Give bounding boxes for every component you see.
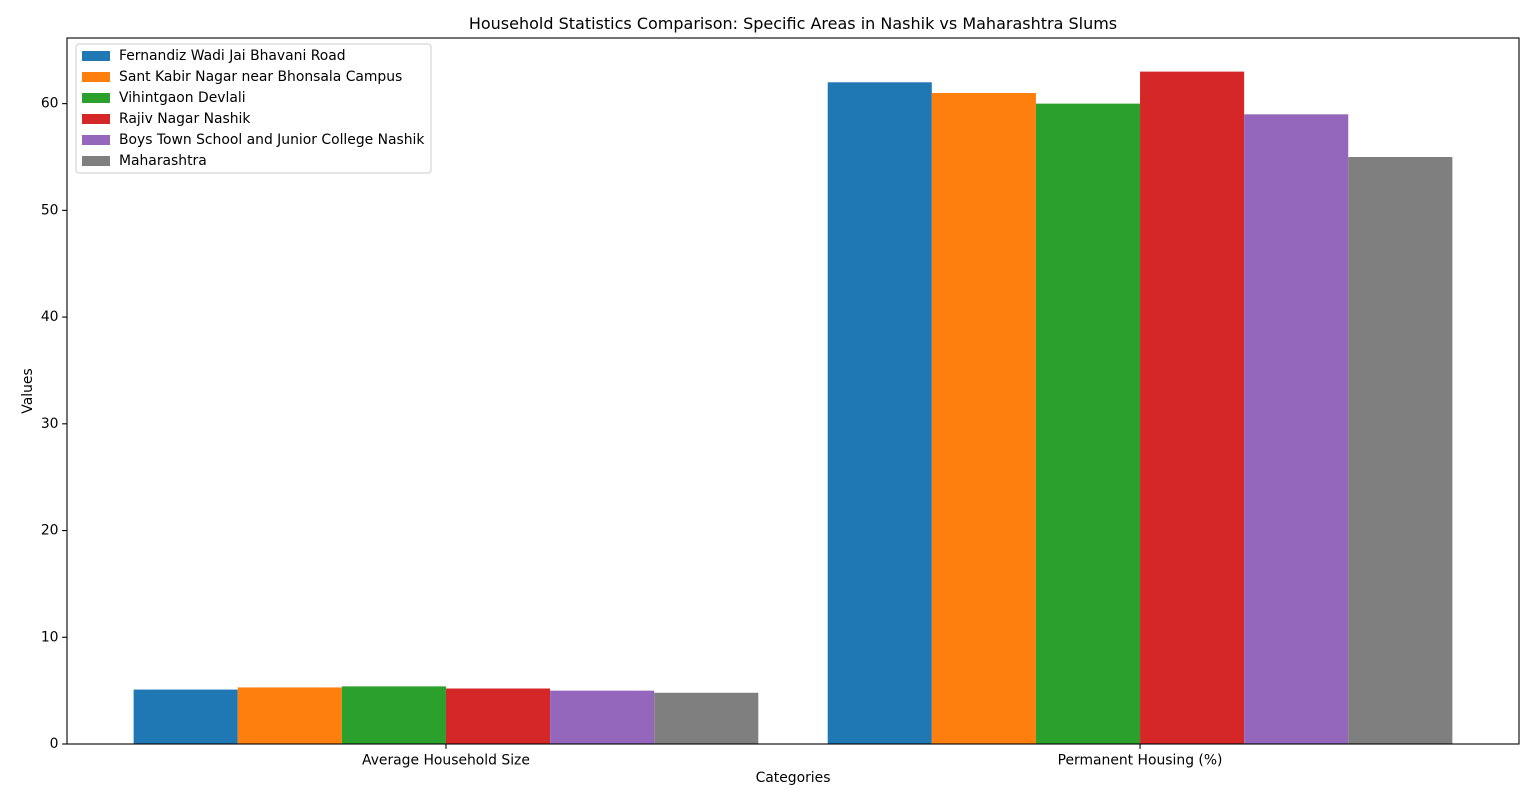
y-tick-label: 40 bbox=[41, 309, 59, 325]
y-tick-label: 60 bbox=[41, 96, 59, 112]
x-tick-label: Permanent Housing (%) bbox=[1058, 753, 1223, 769]
legend-swatch bbox=[82, 72, 110, 82]
legend-item: Vihintgaon Devlali bbox=[82, 90, 246, 106]
bar-rajiv-nagar-nashik-permanent-housing bbox=[1140, 71, 1245, 745]
legend-item: Fernandiz Wadi Jai Bhavani Road bbox=[82, 48, 346, 64]
bar-sant-kabir-nagar-near-bhonsala-campus-average-household-size bbox=[237, 687, 342, 744]
x-axis: Average Household Size Permanent Housing … bbox=[362, 744, 1222, 769]
bars bbox=[133, 71, 1453, 745]
legend-swatch bbox=[82, 156, 110, 166]
legend: Fernandiz Wadi Jai Bhavani Road Sant Kabi… bbox=[75, 43, 432, 174]
x-axis-label: Categories bbox=[756, 770, 831, 786]
legend-label: Fernandiz Wadi Jai Bhavani Road bbox=[119, 48, 346, 64]
x-tick-label: Average Household Size bbox=[362, 753, 530, 769]
legend-label: Sant Kabir Nagar near Bhonsala Campus bbox=[119, 69, 402, 85]
legend-label: Vihintgaon Devlali bbox=[119, 90, 246, 106]
legend-swatch bbox=[82, 114, 110, 124]
bar-boys-town-school-and-junior-college-nashik-average-household-size bbox=[550, 690, 655, 744]
bar-fernandiz-wadi-jai-bhavani-road-average-household-size bbox=[133, 689, 238, 744]
bar-boys-town-school-and-junior-college-nashik-permanent-housing bbox=[1244, 114, 1349, 745]
bar-sant-kabir-nagar-near-bhonsala-campus-permanent-housing bbox=[931, 92, 1036, 744]
bar-maharashtra-permanent-housing bbox=[1348, 157, 1453, 745]
legend-label: Maharashtra bbox=[119, 153, 207, 169]
axes-frame bbox=[66, 37, 1520, 745]
legend-label: Boys Town School and Junior College Nash… bbox=[119, 132, 424, 148]
y-tick-label: 20 bbox=[41, 523, 59, 539]
bar-maharashtra-average-household-size bbox=[654, 692, 759, 744]
legend-item: Boys Town School and Junior College Nash… bbox=[82, 132, 424, 148]
bar-vihintgaon-devlali-permanent-housing bbox=[1035, 103, 1141, 744]
legend-item: Rajiv Nagar Nashik bbox=[82, 111, 250, 127]
y-tick-label: 10 bbox=[41, 629, 59, 645]
chart-title: Household Statistics Comparison: Specifi… bbox=[469, 14, 1117, 33]
y-axis-label: Values bbox=[20, 368, 36, 413]
legend-swatch bbox=[82, 135, 110, 145]
bar-rajiv-nagar-nashik-average-household-size bbox=[445, 688, 551, 744]
bar-fernandiz-wadi-jai-bhavani-road-permanent-housing bbox=[827, 82, 932, 745]
y-axis: 0 10 20 30 40 50 60 bbox=[41, 96, 67, 752]
legend-item: Sant Kabir Nagar near Bhonsala Campus bbox=[82, 69, 402, 85]
y-tick-label: 50 bbox=[41, 202, 59, 218]
legend-label: Rajiv Nagar Nashik bbox=[119, 111, 250, 127]
legend-item: Maharashtra bbox=[82, 153, 207, 169]
y-tick-label: 30 bbox=[41, 416, 59, 432]
y-tick-label: 0 bbox=[50, 736, 59, 752]
legend-swatch bbox=[82, 93, 110, 103]
legend-frame bbox=[75, 43, 432, 174]
bar-vihintgaon-devlali-average-household-size bbox=[341, 686, 446, 744]
legend-swatch bbox=[82, 51, 110, 61]
